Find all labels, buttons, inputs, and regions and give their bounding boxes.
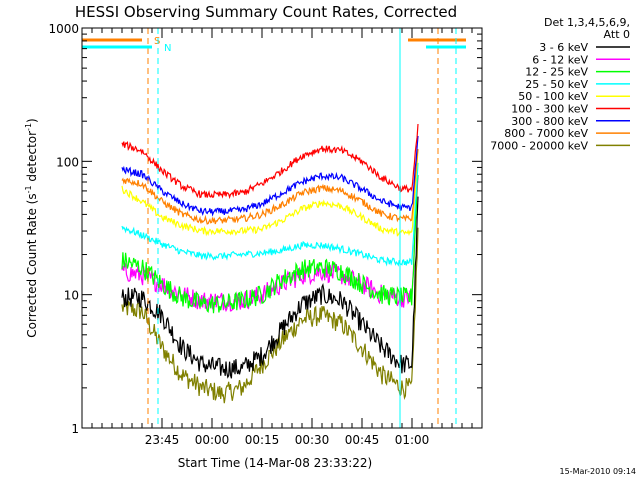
y-tick-label-2: 100 (56, 155, 79, 169)
x-tick-label-1: 00:00 (195, 433, 230, 447)
series-line-1 (121, 174, 419, 313)
x-axis-label: Start Time (14-Mar-08 23:33:22) (178, 456, 372, 470)
legend-label-1: 6 - 12 keV (532, 53, 588, 66)
series-line-8 (121, 227, 419, 404)
x-tick-label-5: 01:00 (395, 433, 430, 447)
series-line-0 (121, 196, 419, 379)
x-tick-label-4: 00:45 (345, 433, 380, 447)
legend-label-7: 800 - 7000 keV (504, 127, 588, 140)
y-axis-label: Corrected Count Rate (s-1 detector-1) (24, 118, 39, 337)
marker-label-N: N (164, 43, 171, 54)
axes: 1 10 100 1000 23:45 00:00 00:15 00:30 00:45 01:00 (48, 22, 483, 447)
legend-label-0: 3 - 6 keV (539, 41, 588, 54)
series-line-4 (121, 149, 419, 237)
x-tick-label-0: 23:45 (145, 433, 180, 447)
legend-label-5: 100 - 300 keV (511, 103, 588, 116)
series-line-2 (121, 175, 419, 314)
series-layer (121, 123, 419, 404)
x-tick-label-3: 00:30 (295, 433, 330, 447)
legend-label-3: 25 - 50 keV (525, 78, 588, 91)
y-tick-label-0: 1 (71, 422, 79, 436)
marker-layer: SN (82, 28, 466, 428)
x-tick-label-2: 00:15 (245, 433, 280, 447)
marker-label-S: S (154, 36, 160, 47)
series-line-7 (121, 149, 419, 225)
series-line-3 (121, 162, 419, 267)
series-line-5 (121, 123, 419, 200)
y-tick-label-3: 1000 (48, 22, 79, 36)
y-tick-label-1: 10 (64, 289, 79, 303)
legend-header-1: Det 1,3,4,5,6,9, (544, 16, 630, 29)
legend-label-2: 12 - 25 keV (525, 66, 588, 79)
legend-header-2: Att 0 (604, 28, 630, 41)
legend-label-6: 300 - 800 keV (511, 115, 588, 128)
legend-label-4: 50 - 100 keV (518, 90, 588, 103)
timestamp-footer: 15-Mar-2010 09:14 (560, 467, 637, 476)
series-line-6 (121, 135, 419, 217)
chart-title: HESSI Observing Summary Count Rates, Cor… (75, 3, 457, 21)
legend-label-8: 7000 - 20000 keV (490, 139, 588, 152)
